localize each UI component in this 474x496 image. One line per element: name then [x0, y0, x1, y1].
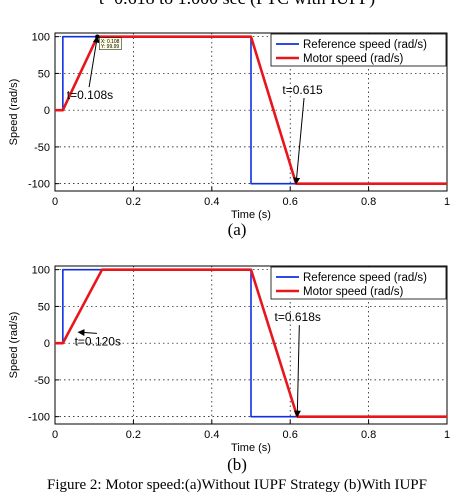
- x-tick-label: 0.4: [204, 196, 219, 208]
- y-tick-label: -50: [34, 375, 50, 387]
- y-tick-label: 0: [44, 105, 50, 117]
- legend-entry: Motor speed (rad/s): [303, 286, 404, 298]
- x-tick-label: 0.2: [126, 429, 141, 441]
- x-tick-label: 0.8: [361, 196, 376, 208]
- x-tick-label: 1: [444, 429, 450, 441]
- y-tick-label: 50: [38, 301, 50, 313]
- y-tick-label: 0: [44, 338, 50, 350]
- y-tick-label: 100: [32, 265, 50, 277]
- x-tick-label: 0.2: [126, 196, 141, 208]
- datatip-text: Y: 99.99: [101, 44, 120, 50]
- y-tick-label: 50: [38, 68, 50, 80]
- annotation-arrow: [77, 329, 97, 337]
- annotation-arrow: [293, 97, 305, 185]
- legend-entry: Motor speed (rad/s): [303, 53, 404, 65]
- figure-caption: Figure 2: Motor speed:(a)Without IUPF St…: [46, 477, 427, 493]
- annotation-arrow: [293, 325, 301, 418]
- y-axis-label: Speed (rad/s): [8, 312, 20, 379]
- annotation-label: t=0.615: [282, 83, 323, 97]
- x-tick-label: 0.4: [204, 429, 219, 441]
- datatip-box: [99, 37, 122, 50]
- annotation-label: t=0.120s: [75, 334, 121, 348]
- datatip-text: X: 0.108: [101, 39, 120, 45]
- y-tick-label: -100: [28, 179, 50, 191]
- panel-label-b: (b): [227, 455, 247, 474]
- x-tick-label: 1: [444, 196, 450, 208]
- x-tick-label: 0: [52, 196, 58, 208]
- y-axis-label: Speed (rad/s): [8, 79, 20, 146]
- page-title: t=0.618 to 1.000 sec (PTC with IUPF): [0, 0, 474, 9]
- annotation-arrow: [88, 35, 100, 88]
- panel-label-a: (a): [227, 220, 247, 239]
- x-tick-label: 0: [52, 429, 58, 441]
- x-tick-label: 0.8: [361, 429, 376, 441]
- annotation-label: t=0.108s: [67, 88, 113, 102]
- datatip-marker: [95, 34, 100, 39]
- motor-speed-line: [55, 35, 447, 185]
- legend-entry: Reference speed (rad/s): [303, 39, 427, 51]
- annotation-label: t=0.618s: [275, 310, 321, 324]
- chart-panel-a: 0 0.2 0.4 0.6 0.8 1 -100 -50 0 50 100 Time (s) Speed…: [8, 32, 450, 221]
- y-tick-label: 100: [32, 32, 50, 44]
- y-tick-label: -50: [34, 142, 50, 154]
- legend-entry: Reference speed (rad/s): [303, 272, 427, 284]
- chart-panel-b: 0 0.2 0.4 0.6 0.8 1 -100 -50 0 50 100 Time (s) Speed…: [8, 265, 450, 454]
- y-tick-label: -100: [28, 412, 50, 424]
- x-axis-label: Time (s): [231, 442, 271, 454]
- x-tick-label: 0.6: [283, 196, 298, 208]
- motor-speed-line: [55, 268, 447, 418]
- legend-box: [270, 33, 447, 67]
- x-tick-label: 0.6: [283, 429, 298, 441]
- x-axis-label: Time (s): [231, 209, 271, 221]
- legend-box: [270, 266, 447, 300]
